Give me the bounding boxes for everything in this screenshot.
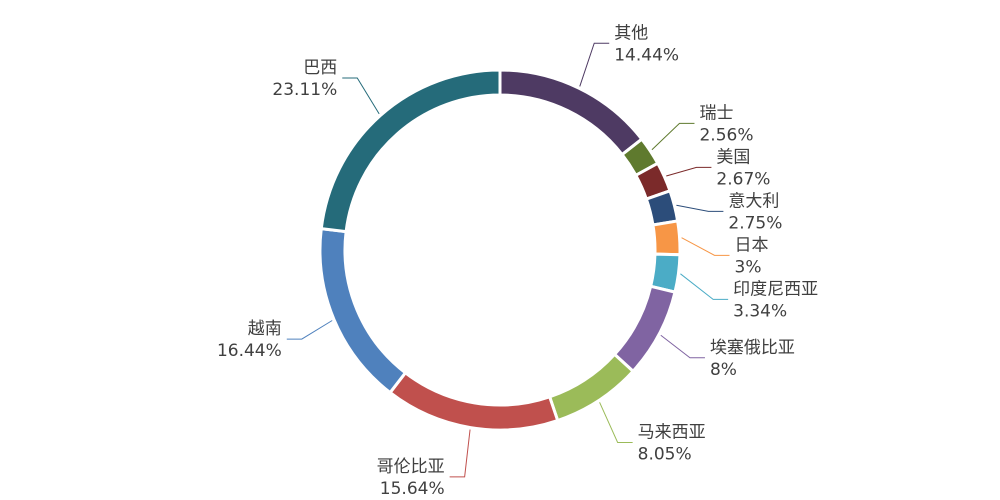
value-label: 16.44%	[217, 341, 282, 361]
leader-line	[599, 402, 633, 444]
slice-label: 瑞士	[699, 103, 733, 123]
leader-line	[660, 334, 705, 359]
donut-slice	[547, 352, 636, 423]
value-label: 8.05%	[638, 445, 692, 465]
leader-line	[676, 204, 724, 212]
donut-slice	[612, 284, 677, 374]
donut-slice	[388, 370, 560, 432]
slice-label: 日本	[735, 235, 769, 255]
leader-line	[342, 77, 380, 115]
leader-line	[449, 429, 471, 478]
value-label: 15.64%	[380, 479, 445, 499]
donut-slice	[319, 68, 502, 234]
value-label: 3%	[735, 257, 762, 277]
donut-slice	[651, 219, 682, 257]
value-label: 14.44%	[614, 45, 679, 65]
value-label: 8%	[710, 360, 737, 380]
slice-label: 巴西	[303, 58, 337, 78]
slice-label: 其他	[614, 23, 648, 43]
leader-line	[286, 320, 333, 340]
slice-label: 印度尼西亚	[733, 279, 818, 299]
value-label: 2.67%	[716, 169, 770, 189]
slice-label: 越南	[248, 319, 282, 339]
value-label: 2.56%	[699, 125, 753, 145]
donut-slice	[498, 68, 644, 157]
leader-line	[680, 273, 729, 300]
leader-line	[579, 42, 610, 87]
value-label: 2.75%	[728, 213, 782, 233]
slice-label: 哥伦比亚	[377, 457, 445, 477]
slice-label: 埃塞俄比亚	[710, 338, 795, 358]
value-label: 3.34%	[733, 301, 787, 321]
slice-label: 美国	[716, 147, 750, 167]
slice-label: 意大利	[728, 191, 779, 211]
donut-slice	[318, 227, 408, 395]
leader-line	[666, 166, 712, 177]
value-label: 23.11%	[272, 80, 337, 100]
leader-line	[651, 122, 695, 151]
slice-label: 马来西亚	[638, 423, 706, 443]
leader-line	[681, 237, 730, 256]
donut-slice	[644, 188, 680, 227]
